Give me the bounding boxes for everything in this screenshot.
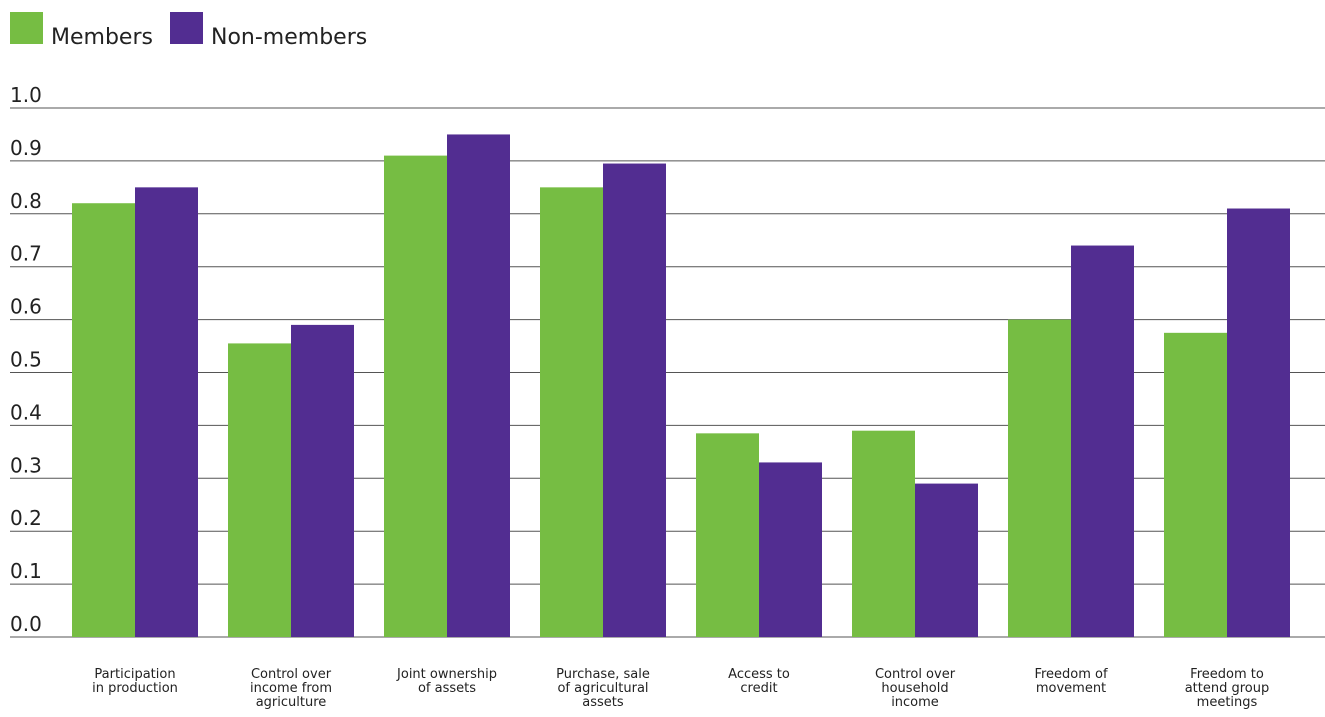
x-category-label-line: household bbox=[881, 681, 948, 696]
bars bbox=[72, 134, 1290, 638]
x-category-label: Joint ownership of assets bbox=[396, 667, 497, 696]
legend: Members Non-members bbox=[10, 12, 367, 50]
y-tick-label: 0.8 bbox=[10, 189, 42, 213]
x-category-label: Freedom to attend group meetings bbox=[1185, 667, 1270, 710]
bar-non-members-3 bbox=[603, 163, 666, 638]
y-tick-label: 0.9 bbox=[10, 136, 42, 160]
legend-label: Members bbox=[51, 25, 153, 50]
x-category-label-line: meetings bbox=[1197, 695, 1258, 710]
y-tick-label: 0.3 bbox=[10, 453, 42, 477]
x-category-label-line: assets bbox=[582, 695, 624, 710]
y-tick-label: 0.4 bbox=[10, 400, 42, 424]
bar-members-3 bbox=[540, 187, 603, 637]
x-category-label-line: agriculture bbox=[256, 695, 327, 710]
x-category-label-line: Freedom to bbox=[1190, 667, 1264, 682]
x-category-label-line: in production bbox=[92, 681, 178, 696]
bar-non-members-6 bbox=[1071, 245, 1134, 638]
bar-members-2 bbox=[384, 155, 447, 638]
bar-members-6 bbox=[1008, 319, 1071, 637]
bar-members-0 bbox=[72, 203, 135, 637]
y-tick-label: 0.0 bbox=[10, 612, 42, 636]
bar-members-5 bbox=[852, 430, 915, 637]
bar-non-members-2 bbox=[447, 134, 510, 637]
bar-members-7 bbox=[1164, 332, 1227, 637]
x-category-label-line: movement bbox=[1036, 681, 1106, 696]
bar-non-members-1 bbox=[291, 324, 354, 637]
x-category-label-line: Joint ownership bbox=[396, 667, 497, 682]
legend-swatch bbox=[170, 12, 203, 44]
x-category-label-line: attend group bbox=[1185, 681, 1270, 696]
y-tick-label: 0.5 bbox=[10, 348, 42, 372]
y-tick-label: 0.7 bbox=[10, 242, 42, 266]
x-category-label-line: Control over bbox=[875, 667, 956, 682]
bar-members-4 bbox=[696, 433, 759, 637]
x-category-label-line: Participation bbox=[94, 667, 175, 682]
x-category-label-line: Freedom of bbox=[1034, 667, 1108, 682]
legend-swatch bbox=[10, 12, 43, 44]
legend-item-1: Non-members bbox=[170, 12, 367, 50]
x-category-label-line: income from bbox=[250, 681, 332, 696]
x-category-label: Freedom of movement bbox=[1034, 667, 1108, 696]
legend-item-0: Members bbox=[10, 12, 153, 50]
x-category-label-line: Access to bbox=[728, 667, 790, 682]
bar-non-members-4 bbox=[759, 462, 822, 637]
y-tick-label: 1.0 bbox=[10, 83, 42, 107]
x-category-label-line: of agricultural bbox=[557, 681, 648, 696]
bar-members-1 bbox=[228, 343, 291, 637]
x-category-label-line: of assets bbox=[418, 681, 476, 696]
x-category-label: Control over household income bbox=[875, 667, 956, 710]
y-tick-label: 0.6 bbox=[10, 295, 42, 319]
x-category-label-line: credit bbox=[740, 681, 777, 696]
y-tick-label: 0.1 bbox=[10, 559, 42, 583]
x-category-label: Participation in production bbox=[92, 667, 178, 696]
x-category-label-line: Control over bbox=[251, 667, 332, 682]
bar-non-members-0 bbox=[135, 187, 198, 637]
x-category-label-line: income bbox=[891, 695, 939, 710]
x-category-label: Control over income from agriculture bbox=[250, 667, 332, 710]
x-category-label: Purchase, sale of agricultural assets bbox=[556, 667, 650, 710]
legend-label: Non-members bbox=[211, 25, 367, 50]
x-category-label: Access to credit bbox=[728, 667, 790, 696]
x-category-label-line: Purchase, sale bbox=[556, 667, 650, 682]
bar-non-members-7 bbox=[1227, 208, 1290, 637]
y-tick-label: 0.2 bbox=[10, 506, 42, 530]
bar-non-members-5 bbox=[915, 483, 978, 637]
